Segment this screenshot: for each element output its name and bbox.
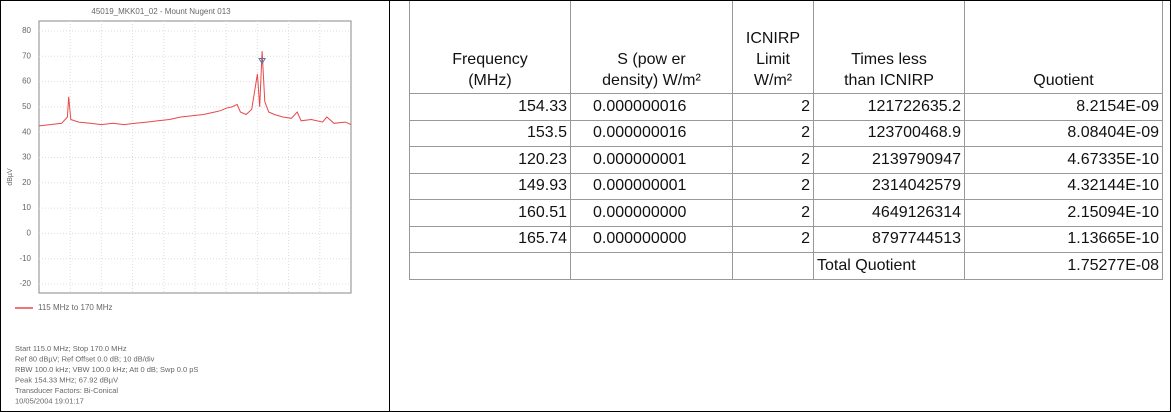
header-text: S (pow er [617, 51, 686, 68]
cell: 165.74 [409, 225, 571, 253]
empty-cell [570, 252, 733, 280]
total-row: Total Quotient 1.75277E-08 [409, 252, 1163, 280]
cell: 149.93 [409, 172, 571, 200]
header-cell: Quotient [964, 1, 1163, 94]
y-tick-label: 40 [22, 127, 31, 136]
header-cell: Times less than ICNIRP [813, 1, 965, 94]
legend-label: 115 MHz to 170 MHz [38, 303, 113, 312]
y-tick-label: 60 [22, 77, 31, 86]
empty-cell [409, 252, 571, 280]
header-text: W/m² [753, 72, 793, 89]
cell: 123700468.9 [813, 119, 965, 147]
spectrum-panel: 45019_MKK01_02 - Mount Nugent 013 dBµV 8… [1, 1, 390, 411]
cell: 8.08404E-09 [964, 119, 1163, 147]
info-line: Start 115.0 MHz; Stop 170.0 MHz [15, 344, 127, 353]
y-axis-label: dBµV [7, 168, 14, 186]
cell: 153.5 [409, 119, 571, 147]
y-tick-label: 20 [22, 178, 31, 187]
cell: 0.000000001 [570, 172, 733, 200]
cell: 2 [732, 119, 814, 147]
y-tick-label: 30 [22, 153, 31, 162]
y-tick-label: -20 [19, 279, 31, 288]
y-tick-label: 0 [27, 229, 32, 238]
chart: 45019_MKK01_02 - Mount Nugent 013 dBµV 8… [7, 7, 352, 405]
header-text: ICNIRP [745, 30, 801, 47]
cell: 120.23 [409, 146, 571, 174]
total-value: 1.75277E-08 [964, 252, 1163, 280]
data-row: 120.23 0.000000001 2 2139790947 4.67335E-10 [409, 146, 1163, 174]
y-tick-label: 50 [22, 102, 31, 111]
header-text: (MHz) [468, 72, 512, 89]
header-text: density) W/m² [602, 72, 701, 89]
cell: 8.2154E-09 [964, 93, 1163, 121]
header-text: Frequency [452, 51, 528, 68]
data-row: 160.51 0.000000000 2 4649126314 2.15094E-10 [409, 199, 1163, 227]
cell: 2 [732, 199, 814, 227]
y-tick-label: 10 [22, 203, 31, 212]
cell: 121722635.2 [813, 93, 965, 121]
trace [38, 51, 352, 127]
y-tick-label: -10 [19, 254, 31, 263]
cell: 0.000000016 [570, 119, 733, 147]
info-line: 10/05/2004 19:01:17 [15, 396, 84, 405]
header-text: than ICNIRP [844, 72, 934, 89]
peak-marker [258, 58, 266, 65]
cell: 4.67335E-10 [964, 146, 1163, 174]
cell: 0.000000000 [570, 225, 733, 253]
cell: 154.33 [409, 93, 571, 121]
cell: 2.15094E-10 [964, 199, 1163, 227]
cell: 2139790947 [813, 146, 965, 174]
total-label: Total Quotient [813, 252, 965, 280]
header-cell: S (pow er density) W/m² [570, 1, 733, 94]
quotient-table: Frequency (MHz) S (pow er density) W/m² ICNI… [409, 1, 1163, 280]
cell: 4.32144E-10 [964, 172, 1163, 200]
cell: 0.000000016 [570, 93, 733, 121]
cell: 8797744513 [813, 225, 965, 253]
cell: 0.000000001 [570, 146, 733, 174]
cell: 2 [732, 93, 814, 121]
cell: 2 [732, 146, 814, 174]
cell: 160.51 [409, 199, 571, 227]
data-row: 154.33 0.000000016 2 121722635.2 8.2154E-09 [409, 93, 1163, 121]
cell: 4649126314 [813, 199, 965, 227]
data-row: 149.93 0.000000001 2 2314042579 4.32144E-10 [409, 172, 1163, 200]
cell: 2 [732, 225, 814, 253]
info-line: Peak 154.33 MHz; 67.92 dBµV [15, 375, 118, 384]
y-tick-label: 70 [22, 51, 31, 60]
header-text: Limit [756, 51, 790, 68]
data-row: 165.74 0.000000000 2 8797744513 1.13665E-10 [409, 225, 1163, 253]
cell: 2 [732, 172, 814, 200]
cell: 2314042579 [813, 172, 965, 200]
header-cell: Frequency (MHz) [409, 1, 571, 94]
info-line: Transducer Factors: Bi-Conical [15, 386, 118, 395]
info-line: Ref 80 dBµV; Ref Offset 0.0 dB; 10 dB/di… [15, 354, 155, 363]
empty-cell [732, 252, 814, 280]
info-line: RBW 100.0 kHz; VBW 100.0 kHz; Att 0 dB; … [15, 365, 198, 374]
header-cell: ICNIRP Limit W/m² [732, 1, 814, 94]
cell: 1.13665E-10 [964, 225, 1163, 253]
chart-title: 45019_MKK01_02 - Mount Nugent 013 [91, 7, 231, 16]
y-tick-label: 80 [22, 26, 31, 35]
header-text: Quotient [1033, 72, 1094, 89]
header-text: Times less [851, 51, 927, 68]
cell: 0.000000000 [570, 199, 733, 227]
header-row: Frequency (MHz) S (pow er density) W/m² ICNI… [409, 1, 1163, 94]
data-row: 153.5 0.000000016 2 123700468.9 8.08404E-09 [409, 119, 1163, 147]
